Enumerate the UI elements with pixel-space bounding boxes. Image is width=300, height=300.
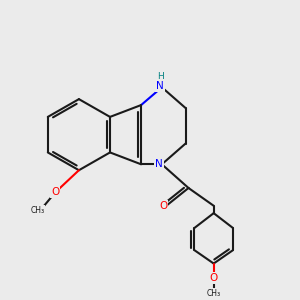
Text: N: N — [157, 81, 164, 91]
Text: CH₃: CH₃ — [207, 289, 221, 298]
Text: H: H — [157, 72, 164, 81]
Text: O: O — [159, 201, 167, 211]
Text: O: O — [51, 187, 59, 196]
Text: N: N — [155, 159, 163, 169]
Text: CH₃: CH₃ — [30, 206, 44, 215]
Text: O: O — [210, 273, 218, 283]
